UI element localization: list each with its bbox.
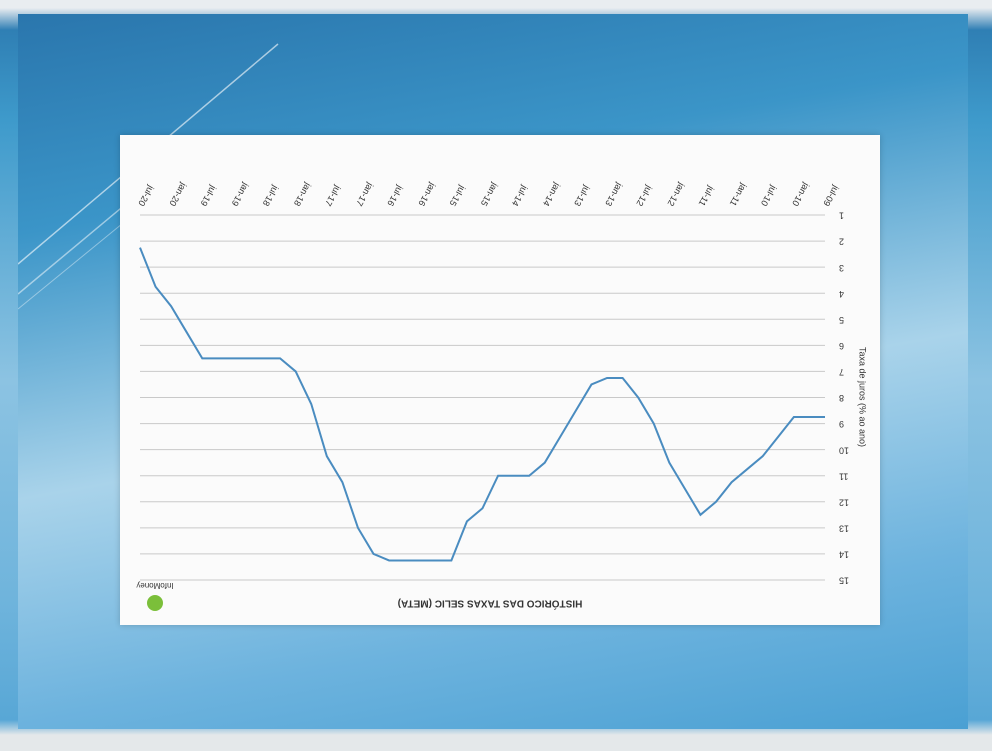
x-tick-label: jul-17 — [323, 183, 343, 208]
y-axis-label: Taxa de juros (% ao ano) — [858, 347, 868, 447]
x-tick-label: jan-15 — [479, 180, 501, 208]
y-tick-label: 9 — [839, 419, 844, 429]
y-tick-label: 11 — [839, 471, 848, 481]
x-tick-label: jan-13 — [603, 180, 625, 208]
x-tick-label: jan-12 — [666, 180, 688, 208]
y-tick-label: 1 — [839, 211, 844, 221]
x-tick-label: jan-10 — [790, 180, 812, 208]
y-tick-label: 10 — [839, 445, 849, 455]
x-tick-label: jul-13 — [572, 183, 592, 208]
x-tick-label: jul-19 — [198, 183, 218, 208]
y-tick-label: 12 — [839, 497, 849, 507]
y-tick-label: 2 — [839, 237, 844, 247]
x-tick-label: jan-17 — [354, 180, 376, 208]
x-tick-label: jan-19 — [230, 180, 252, 208]
chart-panel: HISTÓRICO DAS TAXAS SELIC (META) Taxa de… — [120, 135, 880, 625]
y-tick-label: 14 — [839, 550, 849, 560]
y-tick-label: 15 — [839, 576, 849, 586]
x-tick-label: jul-20 — [136, 183, 156, 208]
series-line — [140, 248, 825, 561]
x-tick-label: jan-16 — [416, 180, 438, 208]
chart-title: HISTÓRICO DAS TAXAS SELIC (META) — [398, 597, 583, 610]
x-tick-label: jul-15 — [448, 183, 468, 208]
x-tick-label: jan-11 — [728, 181, 749, 208]
x-tick-label: jul-11 — [697, 183, 717, 207]
source-label: InfoMoney — [136, 581, 173, 590]
y-tick-label: 4 — [839, 289, 844, 299]
x-tick-label: jul-12 — [634, 183, 654, 208]
y-tick-label: 6 — [839, 341, 844, 351]
x-tick-label: jan-20 — [167, 180, 189, 208]
x-tick-label: jan-18 — [292, 180, 314, 208]
source-logo — [147, 595, 163, 611]
x-tick-label: jul-10 — [759, 183, 779, 208]
y-tick-label: 3 — [839, 263, 844, 273]
x-tick-label: jan-14 — [541, 180, 563, 208]
y-tick-label: 7 — [839, 367, 844, 377]
x-tick-label: jul-09 — [821, 183, 841, 208]
page: {"chart_data": {"type": "line", "title":… — [0, 0, 992, 751]
y-tick-label: 8 — [839, 393, 844, 403]
x-tick-label: jul-18 — [261, 183, 281, 208]
y-tick-label: 13 — [839, 523, 849, 533]
x-tick-label: jul-16 — [385, 183, 405, 208]
y-tick-label: 5 — [839, 315, 844, 325]
chart: HISTÓRICO DAS TAXAS SELIC (META) Taxa de… — [120, 135, 880, 625]
x-tick-label: jul-14 — [510, 183, 530, 208]
